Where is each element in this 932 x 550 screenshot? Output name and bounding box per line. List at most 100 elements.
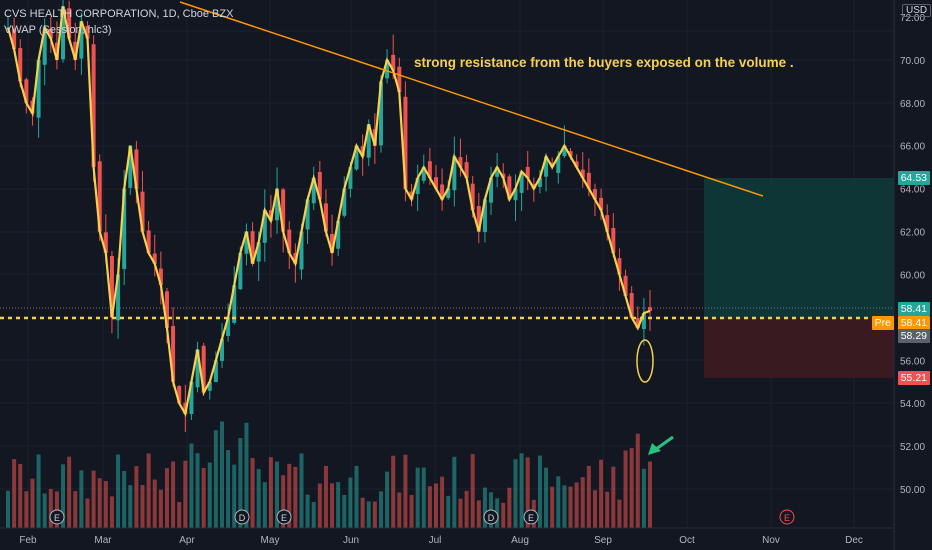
candle-body bbox=[158, 268, 163, 286]
volume-bar bbox=[305, 494, 310, 528]
volume-bar bbox=[24, 491, 29, 528]
candle-body bbox=[12, 28, 17, 50]
candle-body bbox=[513, 188, 518, 201]
candle-body bbox=[427, 161, 432, 178]
time-axis[interactable]: Feb Mar Apr May Jun Jul Aug Sep Oct Nov Dec bbox=[19, 535, 863, 546]
volume-bar bbox=[611, 466, 616, 528]
earnings-marker[interactable]: E bbox=[276, 509, 292, 525]
dividend-marker[interactable]: D bbox=[234, 509, 250, 525]
price-tick-label: 68.00 bbox=[900, 99, 925, 110]
volume-bar bbox=[256, 469, 261, 528]
stop-zone[interactable] bbox=[704, 318, 894, 378]
candle-body bbox=[232, 285, 237, 323]
price-tick-label: 72.00 bbox=[900, 13, 925, 24]
candle-body bbox=[452, 156, 457, 191]
volume-bar bbox=[293, 466, 298, 528]
volume-bar bbox=[525, 457, 530, 528]
volume-bar bbox=[336, 482, 341, 528]
candle-body bbox=[128, 145, 133, 188]
volume-bar bbox=[109, 496, 114, 528]
arrow-icon[interactable] bbox=[648, 435, 674, 455]
candle-body bbox=[97, 161, 102, 232]
svg-text:D: D bbox=[488, 513, 495, 523]
volume-bar bbox=[470, 454, 475, 528]
candle-body bbox=[152, 253, 157, 264]
svg-text:E: E bbox=[528, 513, 534, 523]
candle-body bbox=[580, 169, 585, 178]
candle-body bbox=[519, 171, 524, 193]
volume-bar bbox=[513, 459, 518, 528]
volume-bar bbox=[427, 486, 432, 528]
volume-bar bbox=[171, 461, 176, 528]
price-axis[interactable]: 72.0070.0068.0066.0064.0062.0060.0058.00… bbox=[900, 13, 925, 496]
highlight-ellipse[interactable] bbox=[636, 339, 654, 383]
candle-body bbox=[122, 188, 127, 269]
volume-bar bbox=[299, 453, 304, 528]
candle-body bbox=[226, 317, 231, 337]
svg-text:D: D bbox=[239, 513, 246, 523]
price-tick-label: 66.00 bbox=[900, 142, 925, 153]
volume-bar bbox=[213, 430, 218, 528]
currency-label[interactable]: USD bbox=[902, 4, 932, 17]
candle-body bbox=[623, 275, 628, 296]
svg-text:E: E bbox=[281, 513, 287, 523]
chart-annotation[interactable]: strong resistance from the buyers expose… bbox=[414, 55, 794, 70]
candle-body bbox=[476, 206, 481, 232]
volume-bar bbox=[464, 490, 469, 528]
time-tick-label: Aug bbox=[511, 535, 529, 546]
candle-body bbox=[134, 149, 139, 189]
time-tick-label: Feb bbox=[19, 535, 37, 546]
indicator-label[interactable]: VWAP (Session, hlc3) bbox=[4, 24, 112, 36]
candle-body bbox=[574, 161, 579, 168]
volume-bar bbox=[201, 467, 206, 528]
candle-body bbox=[556, 156, 561, 173]
dividend-marker[interactable]: D bbox=[483, 509, 499, 525]
candle-body bbox=[79, 21, 84, 59]
volume-bar bbox=[562, 485, 567, 528]
stop-price-tag: 55.21 bbox=[897, 371, 930, 385]
target-zone[interactable] bbox=[704, 178, 894, 318]
volume-bar bbox=[128, 485, 133, 528]
earnings-marker[interactable]: E bbox=[779, 509, 795, 525]
volume-bar bbox=[617, 499, 622, 528]
resistance-trendline[interactable] bbox=[179, 1, 764, 197]
volume-bar bbox=[452, 456, 457, 528]
volume-bar bbox=[366, 501, 371, 528]
volume-bar bbox=[550, 486, 555, 528]
volume-bar bbox=[605, 491, 610, 528]
candle-body bbox=[348, 167, 353, 189]
candle-body bbox=[366, 124, 371, 158]
candle-body bbox=[61, 6, 66, 60]
volume-bar bbox=[421, 467, 426, 528]
volume-bar bbox=[434, 483, 438, 528]
earnings-marker[interactable]: E bbox=[49, 509, 65, 525]
volume-bar bbox=[207, 462, 212, 528]
candle-body bbox=[116, 274, 121, 321]
volume-bar bbox=[482, 487, 487, 528]
volume-bar bbox=[323, 466, 328, 528]
volume-bar bbox=[73, 491, 78, 528]
candle-body bbox=[354, 145, 359, 170]
candle-body bbox=[305, 199, 310, 230]
volume-bar bbox=[458, 498, 463, 528]
volume-bar bbox=[250, 458, 255, 528]
chart-legend[interactable]: CVS HEALTH CORPORATION, 1D, Cboe BZX VWA… bbox=[4, 6, 233, 38]
candle-body bbox=[281, 189, 286, 232]
vwap-line bbox=[6, 6, 651, 418]
candle-body bbox=[238, 253, 243, 290]
candle-body bbox=[458, 157, 463, 168]
volume-bar bbox=[103, 481, 108, 528]
candle-body bbox=[36, 59, 41, 118]
time-tick-label: May bbox=[261, 535, 280, 546]
candle-body bbox=[195, 349, 200, 388]
volume-bar bbox=[177, 501, 182, 528]
volume-bar bbox=[372, 501, 377, 528]
earnings-marker[interactable]: E bbox=[523, 509, 539, 525]
candle-body bbox=[85, 25, 90, 39]
price-tick-label: 62.00 bbox=[900, 228, 925, 239]
candle-body bbox=[244, 231, 249, 254]
candle-body bbox=[415, 177, 420, 194]
symbol-title[interactable]: CVS HEALTH CORPORATION, 1D, Cboe BZX bbox=[4, 8, 234, 20]
